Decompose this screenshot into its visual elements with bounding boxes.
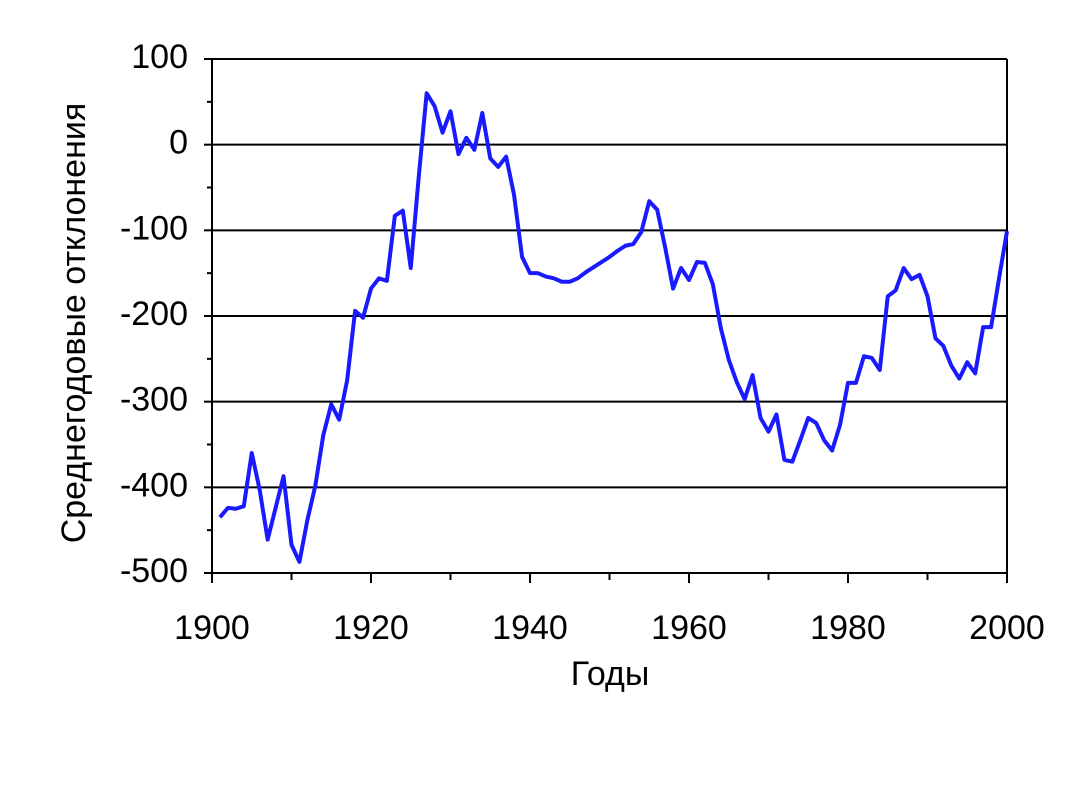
y-tick-label: -100 (120, 209, 188, 247)
y-tick-label: 0 (169, 124, 188, 162)
y-tick-label: -200 (120, 295, 188, 333)
y-axis-title: Среднегодовые отклонения (55, 103, 93, 544)
y-tick-label: -500 (120, 552, 188, 590)
x-tick-label: 2000 (969, 609, 1045, 647)
x-tick-label: 1980 (810, 609, 886, 647)
x-tick-label: 1960 (651, 609, 727, 647)
x-tick-label: 1940 (492, 609, 568, 647)
y-tick-label: -300 (120, 381, 188, 419)
y-tick-label: 100 (131, 38, 188, 76)
y-tick-label: -400 (120, 466, 188, 504)
data-line (218, 91, 1009, 564)
x-axis-title: Годы (571, 655, 650, 693)
x-tick-label: 1900 (174, 609, 250, 647)
x-tick-label: 1920 (333, 609, 409, 647)
